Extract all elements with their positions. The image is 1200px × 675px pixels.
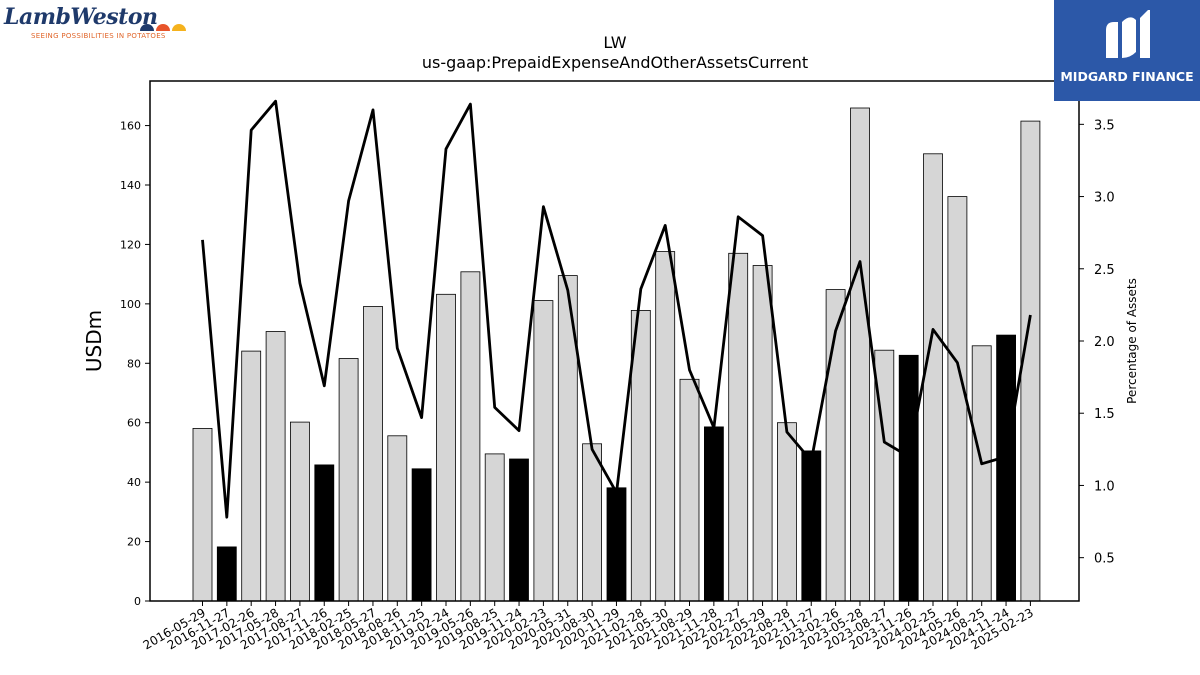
bar-2017-02-26 [241,350,262,602]
y2-tick-label: 3.5 [1094,118,1115,133]
midgard-finance-logo-text: MIDGARD FINANCE [1060,69,1194,84]
logo-dot-orange [156,24,170,31]
bar-2018-08-26 [387,435,408,602]
logo-mark-mid-stroke [1122,17,1136,58]
y-tick-label: 80 [127,357,141,370]
y-axis-label: USDm [82,310,106,372]
percentage-of-assets-line [201,99,1032,519]
bar-2022-05-29 [752,265,773,602]
y-tick-label: 40 [127,476,141,489]
logo-mark-left-stroke [1106,22,1118,58]
bar-2022-08-28 [777,422,797,602]
bar-2020-11-29 [606,487,627,602]
bar-2022-02-27 [728,252,749,602]
y-tick-label: 100 [120,298,141,311]
bar-2022-11-27 [801,450,822,602]
bar-2021-05-30 [655,251,676,602]
line-layer [201,99,1032,519]
y-tick-label: 20 [127,536,141,549]
bar-2019-08-25 [484,453,505,602]
y2-tick-label: 2.0 [1094,335,1115,350]
y2-tick-label: 0.5 [1094,552,1115,567]
y2-tick-label: 2.5 [1094,263,1115,278]
bars-group [192,107,1041,602]
logo-dot-navy [140,24,154,31]
bar-2023-11-26 [898,354,919,602]
y-tick-label: 140 [120,179,141,192]
bar-2024-02-25 [923,153,943,602]
y2-tick-label: 1.0 [1094,479,1115,494]
y-right-axis: 0.5 1.0 1.5 2.0 2.5 3.0 3.5 [1079,118,1115,567]
bar-2019-02-24 [436,293,456,602]
bar-2017-11-26 [314,464,335,602]
chart-title: LW [603,33,626,52]
bar-2024-05-26 [947,196,968,602]
y2-tick-label: 1.5 [1094,407,1115,422]
bar-2017-08-27 [289,421,310,602]
bar-2018-02-25 [338,358,359,602]
y2-tick-label: 3.0 [1094,191,1115,206]
bar-2023-05-28 [850,107,870,602]
lambweston-logo-dots [140,24,186,31]
bar-2021-11-28 [704,426,724,602]
midgard-finance-logo: MIDGARD FINANCE [1054,0,1200,101]
bar-2018-05-27 [363,306,383,602]
y-left-axis: 0 20 40 60 80 100 120 140 160 [120,120,150,608]
y-tick-label: 120 [120,238,141,251]
bar-2017-05-28 [265,331,286,602]
bar-2020-05-31 [557,275,578,602]
bar-2020-02-23 [533,300,554,602]
bar-2020-08-30 [582,443,602,602]
lambweston-logo-wordmark: LambWeston [4,4,158,30]
bar-2024-08-25 [971,345,992,602]
midgard-finance-logo-mark [1106,10,1150,58]
bar-2021-08-29 [679,378,700,602]
bar-2019-11-24 [509,458,529,602]
bar-2018-11-25 [411,468,432,602]
logo-mark-right-stroke [1140,10,1150,58]
y-tick-label: 160 [120,120,141,133]
chart-subtitle: us-gaap:PrepaidExpenseAndOtherAssetsCurr… [422,53,808,72]
y2-axis-label: Percentage of Assets [1125,278,1139,404]
logo-dot-yellow [172,24,186,31]
bar-2016-05-29 [192,427,213,602]
y-tick-label: 0 [134,595,141,608]
lambweston-logo: LambWeston SEEING POSSIBILITIES IN POTAT… [4,4,194,44]
lambweston-logo-tagline: SEEING POSSIBILITIES IN POTATOES [31,32,166,40]
bar-2016-11-27 [216,546,237,602]
bar-2024-11-24 [996,334,1016,602]
bar-2019-05-26 [460,271,481,602]
x-axis: 2016-05-292016-11-272017-02-262017-05-28… [141,601,1036,652]
y-tick-label: 60 [127,417,141,430]
